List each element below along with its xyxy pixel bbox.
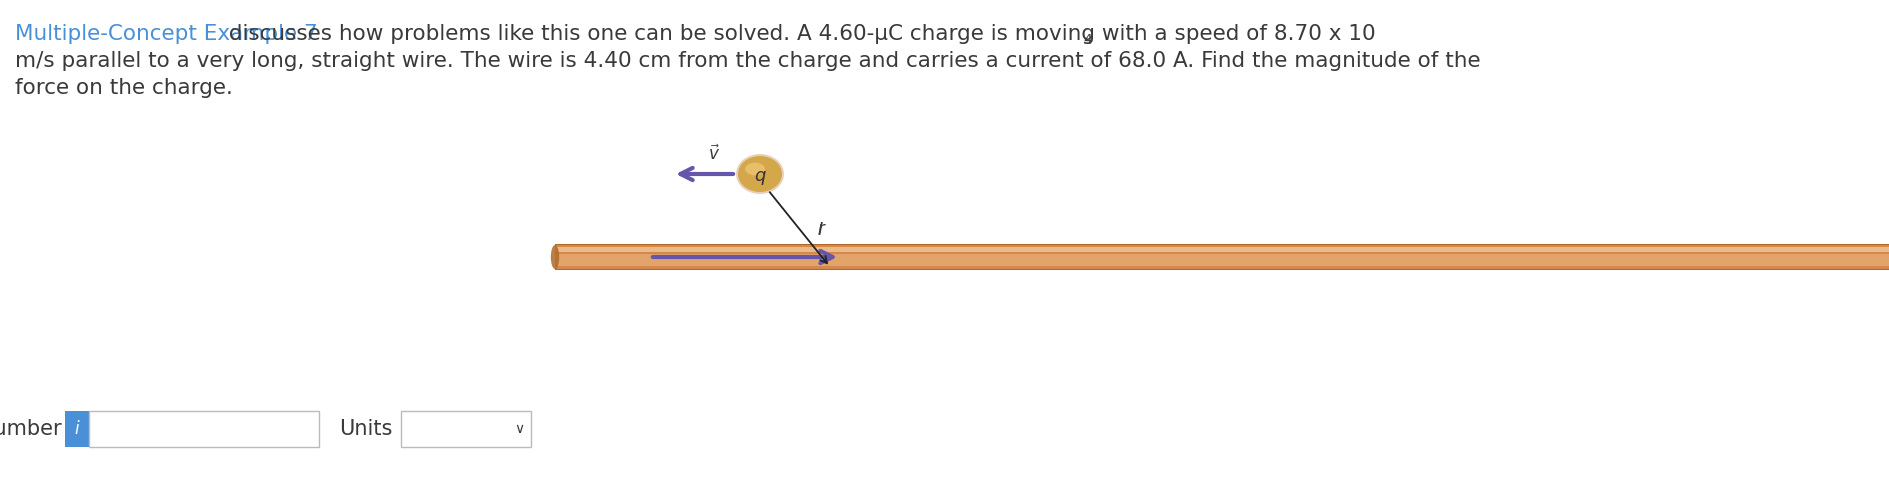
Text: I: I [816, 221, 822, 239]
Text: Number: Number [0, 419, 62, 439]
Ellipse shape [744, 163, 765, 175]
Ellipse shape [550, 245, 559, 269]
Text: m/s parallel to a very long, straight wire. The wire is 4.40 cm from the charge : m/s parallel to a very long, straight wi… [15, 51, 1479, 71]
Bar [555, 245, 1889, 269]
Text: ∨: ∨ [514, 422, 523, 436]
Text: force on the charge.: force on the charge. [15, 78, 232, 98]
Bar [555, 244, 1889, 270]
FancyBboxPatch shape [64, 411, 89, 447]
Bar [555, 254, 1889, 266]
Text: Units: Units [338, 419, 393, 439]
Ellipse shape [735, 154, 784, 194]
Ellipse shape [737, 156, 782, 192]
Text: 4: 4 [1082, 33, 1092, 47]
Text: Multiple-Concept Example 7: Multiple-Concept Example 7 [15, 24, 317, 44]
FancyBboxPatch shape [89, 411, 319, 447]
Text: q: q [754, 167, 765, 185]
Text: i: i [76, 420, 79, 438]
Text: $\vec{v}$: $\vec{v}$ [708, 145, 720, 164]
FancyBboxPatch shape [400, 411, 531, 447]
Text: r: r [816, 219, 824, 238]
Bar [555, 247, 1889, 252]
Text: discusses how problems like this one can be solved. A 4.60-μC charge is moving w: discusses how problems like this one can… [221, 24, 1375, 44]
